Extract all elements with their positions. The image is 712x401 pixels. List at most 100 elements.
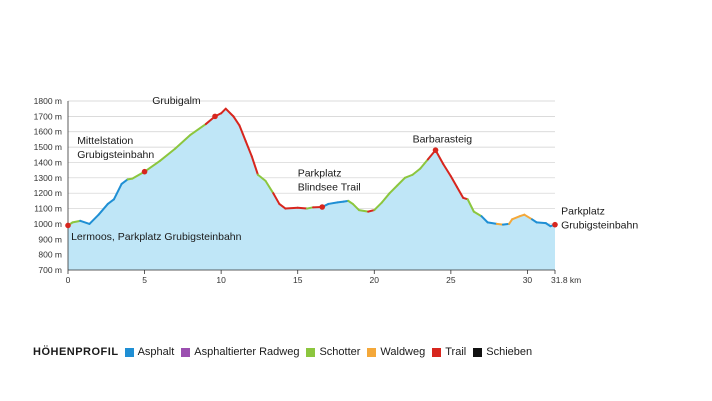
profile-segment-39	[380, 192, 391, 204]
profile-segment-22	[256, 173, 267, 182]
profile-segment-60	[523, 213, 534, 221]
profile-segment-1	[71, 219, 82, 224]
x-tick-label-6: 30	[523, 275, 533, 285]
waypoint-marker-3	[319, 204, 326, 210]
legend-label-waldweg: Waldweg	[380, 346, 426, 358]
legend-swatch-schotter	[306, 347, 316, 357]
profile-segment-27	[296, 206, 308, 210]
profile-segment-35	[351, 202, 360, 212]
y-tick-label-7: 1400 m	[34, 157, 62, 167]
profile-segment-41	[396, 176, 406, 187]
y-tick-label-1: 800 m	[38, 250, 62, 260]
legend-label-schieben: Schieben	[486, 346, 533, 358]
profile-segment-24	[272, 192, 281, 205]
waypoint-marker-2	[212, 113, 218, 120]
y-tick-label-5: 1200 m	[34, 188, 62, 198]
legend-label-trail: Trail	[445, 346, 467, 358]
profile-segment-56	[501, 222, 511, 226]
profile-segment-12	[174, 133, 192, 150]
profile-segment-31	[327, 201, 339, 205]
profile-segment-51	[466, 198, 475, 213]
annotation-1: Mittelstation Grubigsteinbahn	[77, 135, 154, 161]
profile-segment-13	[189, 123, 207, 136]
elevation-area	[68, 108, 555, 270]
legend-item-trail: Trail	[432, 346, 466, 358]
legend-swatch-asphaltierter-radweg	[181, 347, 191, 357]
legend-title: HÖHENPROFIL	[33, 346, 119, 358]
profile-segment-11	[158, 147, 177, 162]
profile-segment-42	[403, 173, 414, 179]
x-tick-label-7: 31.8 km	[551, 275, 581, 285]
profile-segment-53	[480, 215, 489, 224]
y-tick-label-9: 1600 m	[34, 127, 62, 137]
profile-segment-7	[120, 178, 129, 185]
profile-segment-36	[357, 209, 370, 213]
waypoint-marker-4	[432, 147, 439, 153]
profile-segment-23	[264, 179, 275, 195]
legend-label-schotter: Schotter	[319, 346, 361, 358]
y-tick-label-8: 1500 m	[34, 142, 62, 152]
profile-segment-43	[411, 167, 422, 176]
profile-segment-18	[232, 115, 241, 127]
profile-segment-40	[388, 184, 399, 195]
profile-segment-4	[97, 202, 109, 216]
profile-segment-49	[455, 186, 465, 199]
annotation-3: Parkplatz Blindsee Trail	[298, 167, 361, 193]
profile-segment-28	[305, 206, 315, 210]
x-tick-label-5: 25	[446, 275, 456, 285]
legend-swatch-asphalt	[124, 347, 134, 357]
profile-segment-62	[535, 221, 547, 225]
legend-item-waldweg: Waldweg	[367, 346, 425, 358]
x-tick-label-2: 10	[216, 275, 226, 285]
elevation-chart: 700 m 800 m 900 m 1000 m 1100 m 1200 m 1300 m 1…	[34, 95, 639, 285]
profile-segment-20	[244, 139, 253, 158]
profile-segment-52	[472, 210, 483, 218]
profile-segment-55	[495, 222, 504, 226]
y-tick-label-3: 1000 m	[34, 219, 62, 229]
legend-item-schieben: Schieben	[473, 346, 532, 358]
legend-label-asphalt: Asphalt	[137, 346, 175, 358]
profile-segment-16	[220, 107, 227, 115]
y-tick-label-10: 1700 m	[34, 111, 62, 121]
profile-segment-2	[79, 219, 91, 225]
legend-item-schotter: Schotter	[306, 346, 360, 358]
legend-swatch-trail	[432, 347, 442, 357]
profile-segment-44	[419, 158, 429, 170]
annotation-4: Barbarasteig	[413, 133, 473, 145]
annotation-0: Lermoos, Parkplatz Grubigsteinbahn	[71, 231, 242, 243]
profile-segment-17	[224, 107, 235, 118]
legend: HÖHENPROFIL Asphalt Asphaltierter Radweg…	[33, 346, 539, 358]
x-tick-label-1: 5	[142, 275, 147, 285]
profile-segment-58	[511, 215, 521, 221]
y-tick-label-0: 700 m	[38, 265, 62, 275]
annotation-2: Grubigalm	[152, 95, 201, 107]
profile-segment-10	[143, 159, 161, 173]
profile-segment-3	[88, 213, 100, 225]
profile-segment-5	[106, 198, 115, 205]
profile-segment-54	[486, 221, 498, 225]
profile-segment-26	[284, 206, 299, 210]
x-tick-label-0: 0	[66, 275, 71, 285]
profile-segment-47	[442, 162, 452, 178]
y-tick-label-4: 1100 m	[34, 204, 62, 214]
waypoint-marker-1	[141, 168, 148, 175]
y-tick-label-11: 1800 m	[34, 96, 62, 106]
legend-item-asphaltierter-radweg: Asphaltierter Radweg	[181, 346, 299, 358]
y-tick-label-6: 1300 m	[34, 173, 62, 183]
waypoint-marker-5	[552, 221, 558, 228]
waypoint-marker-0	[65, 222, 71, 229]
x-tick-label-3: 15	[293, 275, 303, 285]
legend-label-asphaltierter-radweg: Asphaltierter Radweg	[194, 346, 300, 358]
profile-segment-21	[250, 155, 259, 176]
legend-swatch-schieben	[473, 347, 483, 357]
profile-segment-32	[336, 200, 345, 204]
legend-swatch-waldweg	[367, 347, 377, 357]
profile-segment-25	[278, 202, 287, 210]
profile-segment-37	[367, 209, 376, 213]
annotation-5: Parkplatz Grubigsteinbahn	[561, 206, 638, 232]
x-tick-label-4: 20	[370, 275, 380, 285]
profile-segment-38	[373, 201, 383, 212]
profile-segment-19	[238, 124, 247, 142]
profile-segment-48	[449, 175, 458, 189]
profile-segment-6	[112, 182, 123, 201]
